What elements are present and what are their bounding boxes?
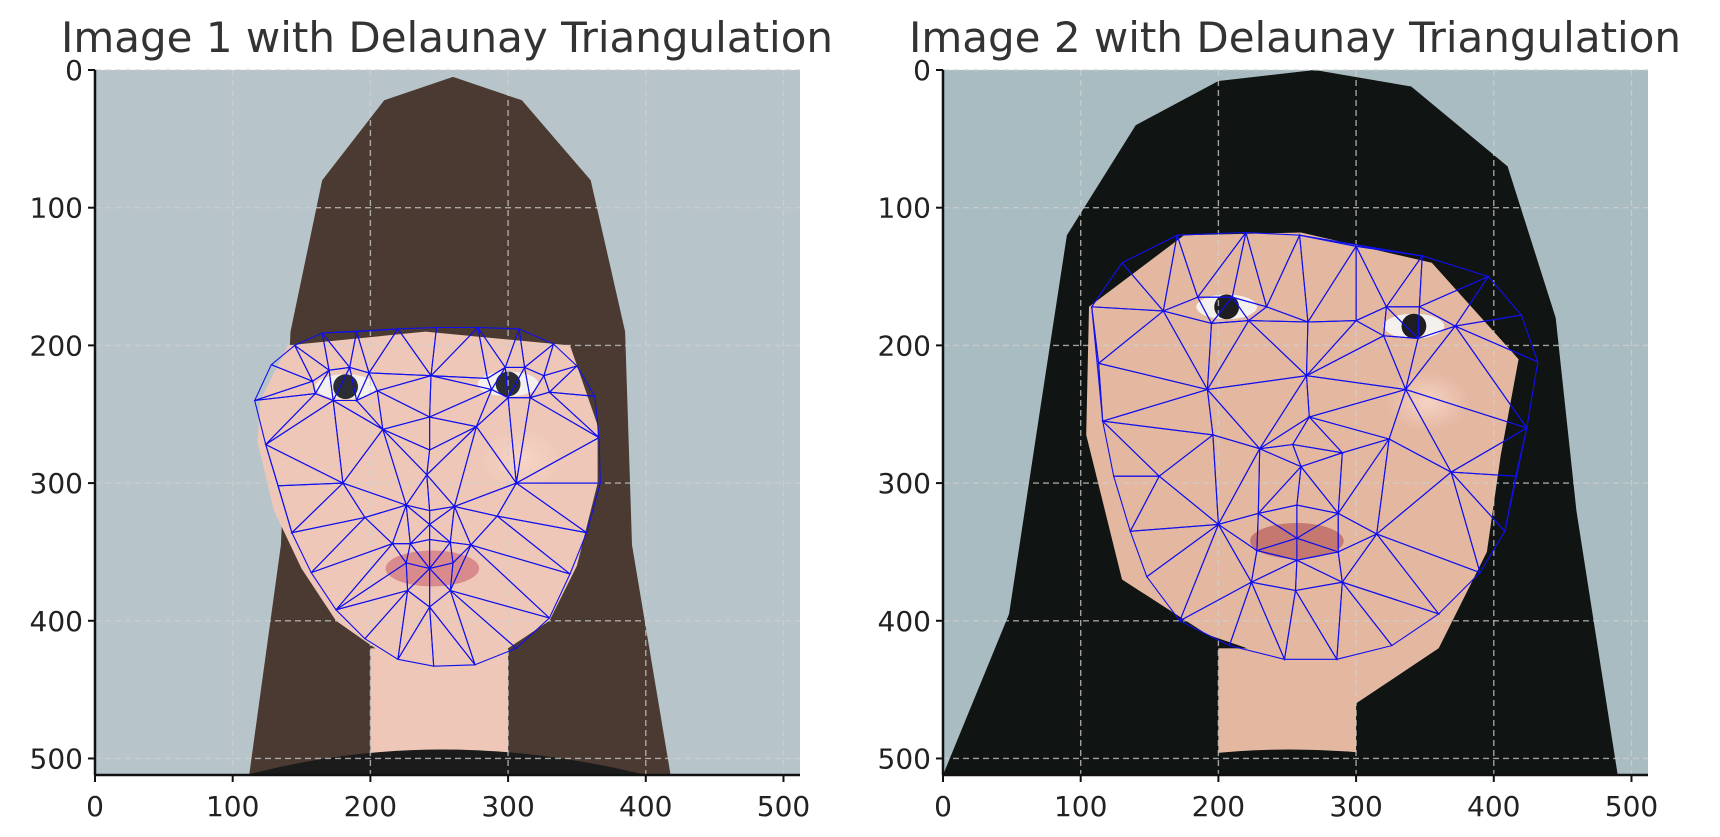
x-tick-label: 300 (1329, 790, 1382, 823)
mesh-triangle (1405, 325, 1457, 390)
mesh-triangle (453, 425, 518, 508)
mesh-triangle (1250, 581, 1297, 662)
eye-iris (1401, 313, 1427, 339)
shirt-shape (1094, 749, 1494, 775)
lips-shape (385, 550, 480, 587)
mesh-triangle (1294, 559, 1345, 592)
delaunay-mesh (1090, 231, 1539, 662)
x-tick-label: 200 (1192, 790, 1245, 823)
photo-image (95, 70, 800, 775)
y-tick-label: 500 (30, 742, 83, 775)
y-tick-label: 400 (30, 605, 83, 638)
face-shape (257, 331, 598, 665)
grid-lines (942, 69, 1648, 775)
y-tick-label: 100 (30, 192, 83, 225)
x-tick-label: 500 (757, 790, 810, 823)
mesh-triangle (528, 374, 551, 399)
cheek-highlight (1386, 371, 1469, 433)
mesh-triangle (1305, 320, 1358, 378)
x-tick-label: 0 (934, 790, 952, 823)
x-tick-label: 400 (1467, 790, 1520, 823)
panel-image-2: Image 2 with Delaunay Triangulation 0 100… (878, 13, 1682, 823)
shirt-shape (246, 749, 646, 775)
x-tick-label: 200 (344, 790, 397, 823)
y-tick-label: 500 (878, 742, 931, 775)
x-tick-label: 400 (619, 790, 672, 823)
eye-iris (333, 374, 358, 400)
cheek-highlight (480, 429, 564, 490)
x-tick-label: 100 (1054, 790, 1107, 823)
x-tick-label: 500 (1605, 790, 1658, 823)
x-tick-label: 0 (86, 790, 104, 823)
mesh-triangle (342, 428, 408, 506)
panel-title: Image 1 with Delaunay Triangulation (61, 13, 833, 62)
x-tick-label: 100 (206, 790, 259, 823)
mesh-triangle (1388, 388, 1453, 474)
y-tick-label: 200 (878, 329, 931, 362)
delaunay-mesh (253, 326, 602, 667)
y-tick-label: 400 (878, 605, 931, 638)
photo-image (943, 70, 1648, 775)
y-tick-label: 0 (913, 54, 931, 87)
mesh-triangle (314, 368, 334, 402)
y-tick-label: 0 (65, 54, 83, 87)
y-tick-label: 100 (878, 192, 931, 225)
eye-iris (1214, 294, 1240, 320)
mesh-triangle (429, 567, 452, 609)
panel-title: Image 2 with Delaunay Triangulation (909, 13, 1681, 62)
y-tick-label: 200 (30, 329, 83, 362)
mesh-triangle (429, 523, 453, 544)
panel-image-1: Image 1 with Delaunay Triangulation 0 100… (30, 13, 834, 823)
y-tick-label: 300 (878, 467, 931, 500)
y-tick-label: 300 (30, 467, 83, 500)
x-tick-label: 300 (481, 790, 534, 823)
mesh-triangle (1206, 387, 1262, 450)
